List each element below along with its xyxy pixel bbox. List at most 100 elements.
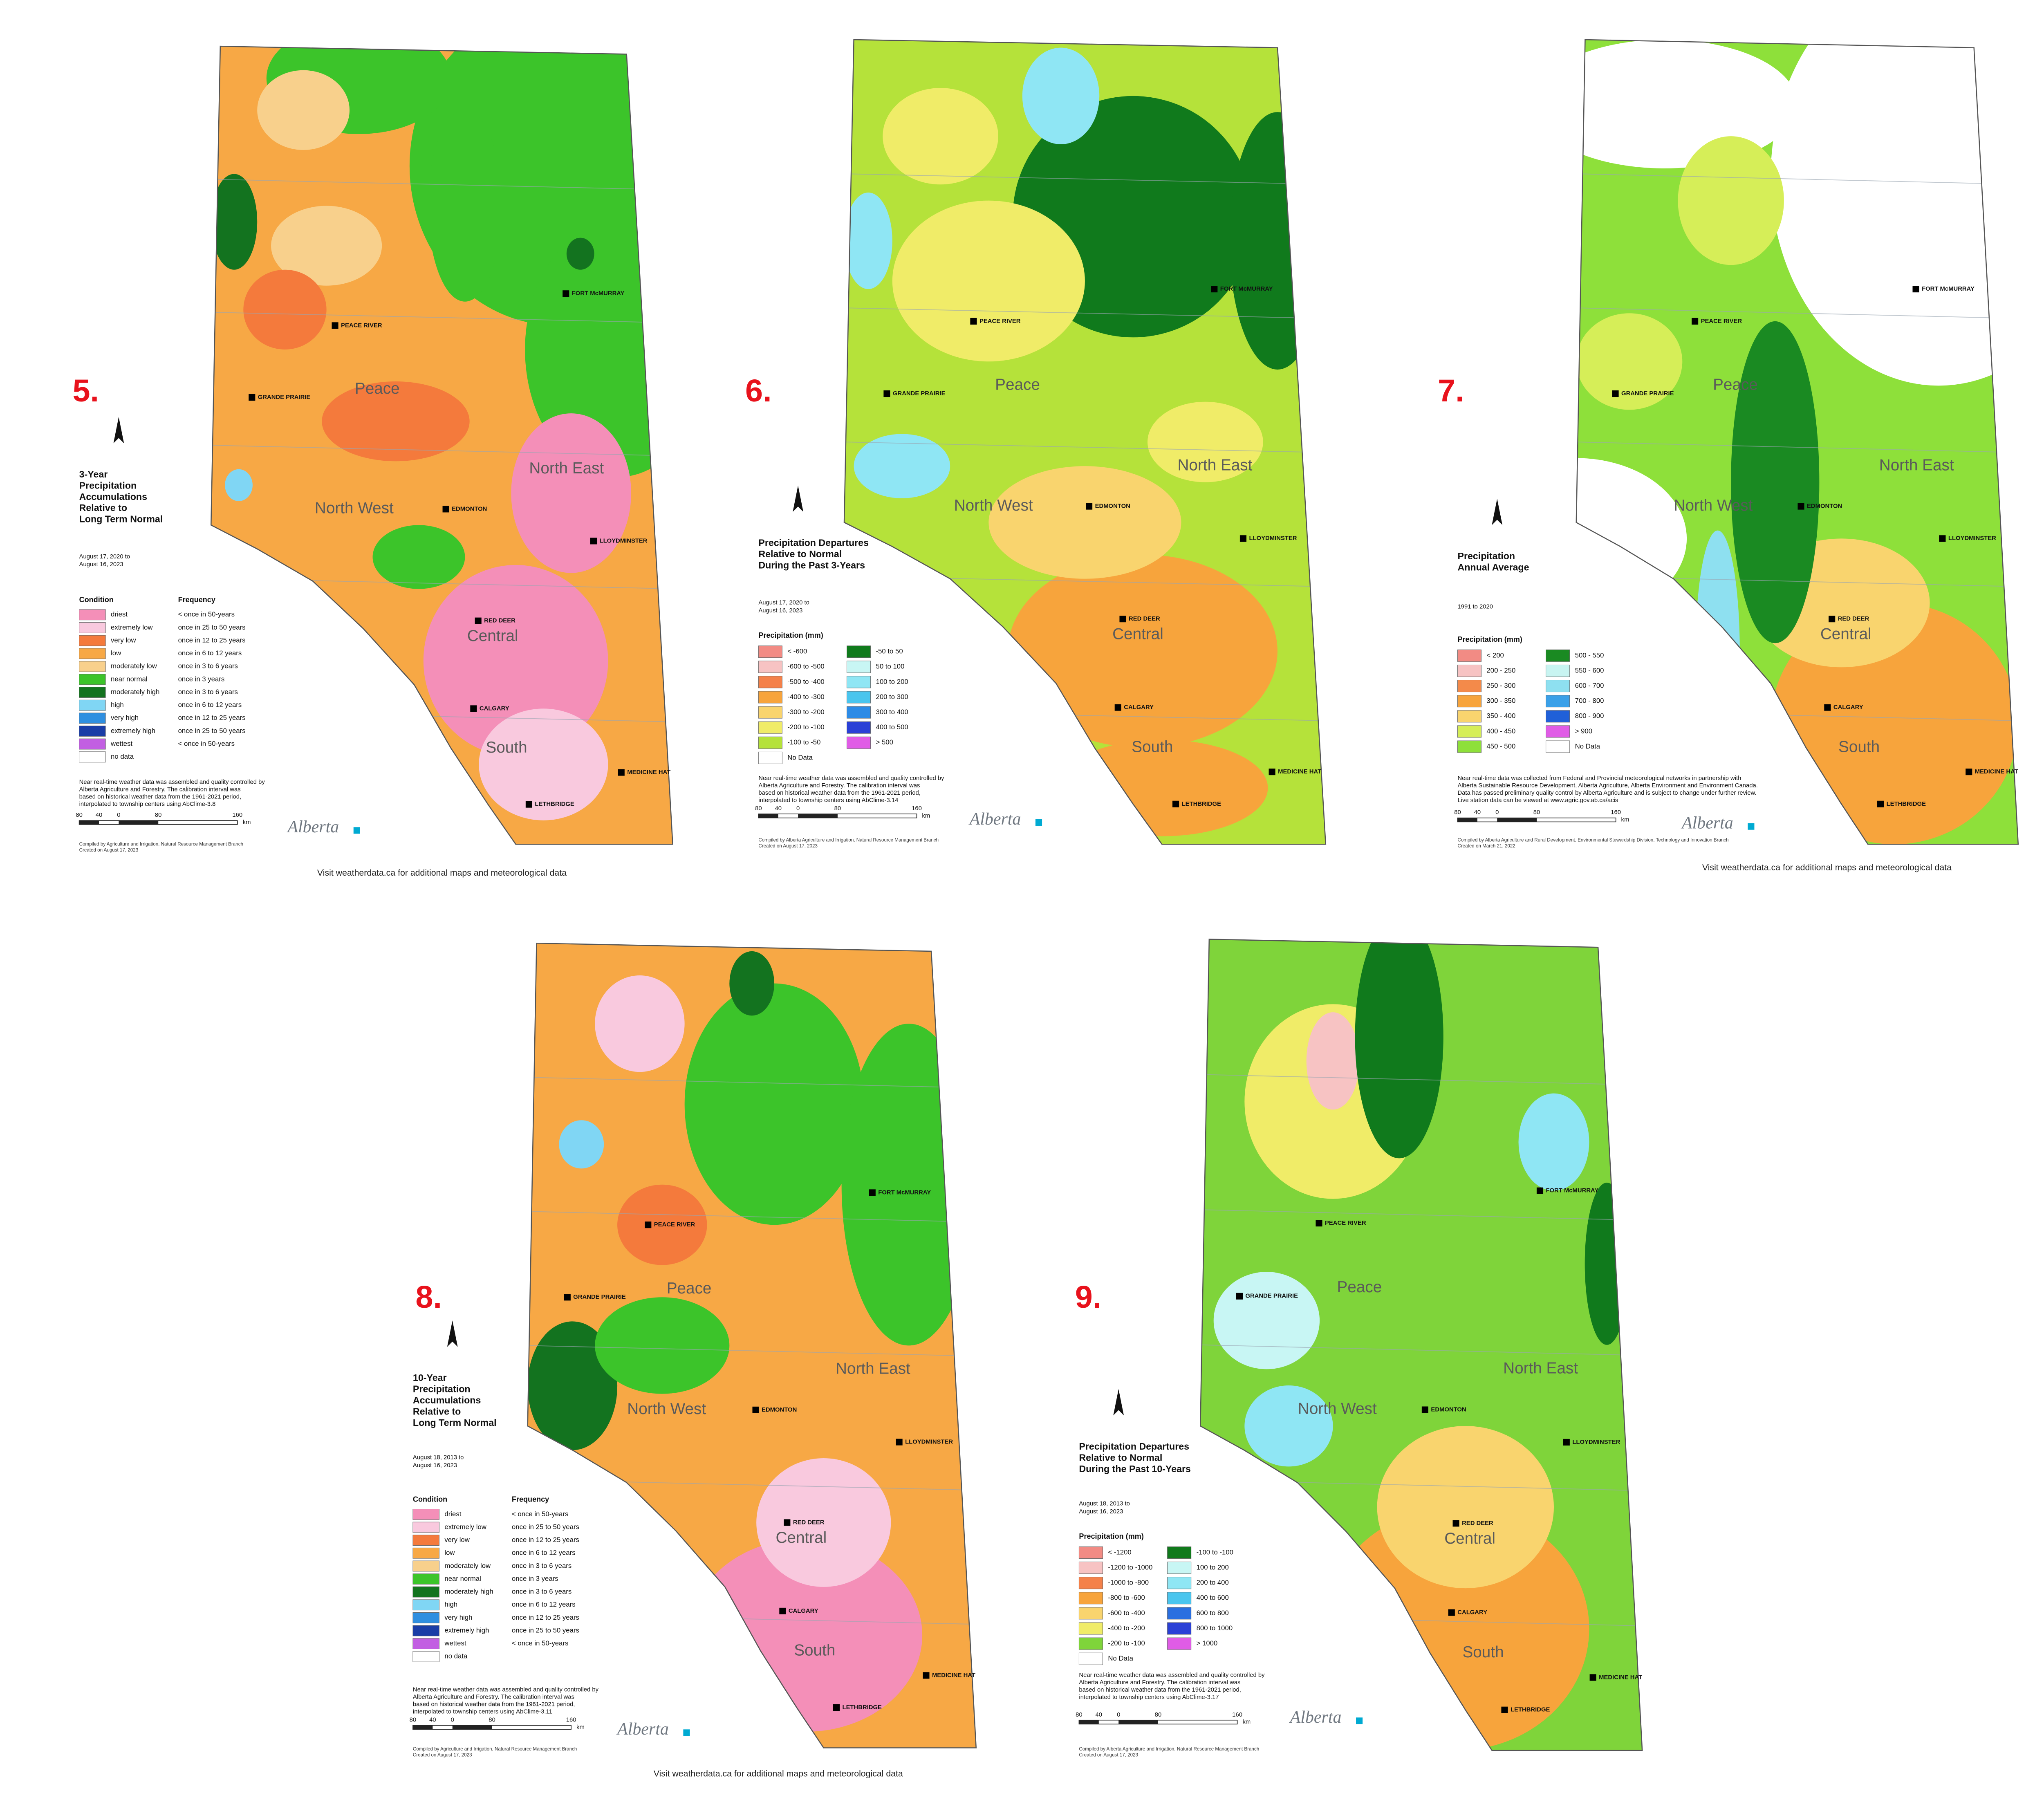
legend-label: 550 - 600 — [1575, 666, 1604, 674]
alberta-logo: Alberta — [968, 810, 1021, 829]
city-marker — [470, 705, 477, 712]
map-title: Precipitation — [1457, 551, 1515, 561]
legend-swatch — [1457, 664, 1482, 677]
city-marker — [590, 538, 597, 545]
region-label: Peace — [667, 1280, 712, 1297]
legend-swatch — [1078, 1592, 1103, 1605]
precip-zone — [1585, 1182, 1629, 1345]
city-label: RED DEER — [1838, 616, 1869, 622]
map-period: August 16, 2023 — [79, 561, 123, 568]
legend-label: 200 to 300 — [876, 693, 908, 701]
legend-label: < -600 — [787, 648, 807, 655]
logo-mark — [683, 1729, 690, 1736]
credit: Compiled by Alberta Agriculture and Irri… — [758, 838, 939, 843]
region-label: North West — [1298, 1400, 1377, 1418]
legend-label: 50 to 100 — [876, 663, 905, 670]
legend-swatch — [79, 738, 106, 750]
legend-label: > 500 — [876, 738, 893, 746]
city-marker — [784, 1519, 791, 1526]
city-marker — [564, 1294, 571, 1301]
data-note: Near real-time weather data was assemble… — [1079, 1672, 1265, 1679]
map-period: August 17, 2020 to — [758, 600, 809, 606]
city-marker — [1612, 390, 1619, 397]
data-note: interpolated to township centers using A… — [1079, 1694, 1219, 1701]
legend-heading: Precipitation (mm) — [1457, 635, 1522, 643]
city-marker — [970, 318, 977, 325]
map-panel: Peace North West North East Central South PEA… — [410, 942, 977, 1779]
precip-zone — [372, 525, 465, 589]
legend-frequency: once in 12 to 25 years — [512, 1614, 579, 1621]
scale-label: 40 — [429, 1717, 436, 1724]
map-title: Relative to Normal — [1079, 1452, 1162, 1463]
city-marker — [1939, 535, 1946, 542]
city-label: RED DEER — [793, 1519, 825, 1526]
map-title: During the Past 10-Years — [1079, 1464, 1191, 1474]
city-marker — [1501, 1706, 1508, 1713]
legend-swatch — [758, 645, 782, 658]
legend-label: -100 to -50 — [787, 738, 820, 746]
legend-label: -1000 to -800 — [1108, 1579, 1149, 1587]
region-label: North East — [1177, 456, 1252, 474]
legend-frequency: < once in 50-years — [178, 610, 235, 618]
data-note: Near real-time weather data was assemble… — [79, 779, 265, 786]
city-marker — [1912, 286, 1919, 293]
precip-zone — [428, 110, 502, 302]
legend-label: 300 to 400 — [876, 708, 908, 716]
legend-swatch — [79, 687, 106, 698]
precip-zone — [1576, 458, 1687, 619]
city-label: LETHBRIDGE — [535, 801, 574, 808]
city-marker — [1119, 616, 1126, 623]
region-label: North East — [836, 1360, 910, 1378]
city-marker — [1536, 1187, 1544, 1194]
legend-swatch — [1167, 1562, 1192, 1574]
legend-frequency: once in 3 years — [178, 675, 225, 683]
legend-swatch — [1546, 680, 1570, 693]
city-marker — [442, 506, 449, 513]
legend-label: -600 to -400 — [1108, 1609, 1145, 1617]
data-note: interpolated to township centers using A… — [413, 1709, 552, 1715]
data-note: Alberta Agriculture and Forestry. The ca… — [413, 1694, 574, 1701]
legend-label: -100 to -100 — [1197, 1548, 1233, 1556]
legend-label: 800 - 900 — [1575, 712, 1604, 720]
legend-swatch — [1078, 1562, 1103, 1574]
precip-zone — [1695, 530, 1740, 772]
logo-mark — [1748, 823, 1755, 830]
city-label: GRANDE PRAIRIE — [258, 394, 311, 401]
legend-swatch — [1546, 664, 1570, 677]
city-label: EDMONTON — [762, 1407, 797, 1413]
region-label: North East — [1503, 1360, 1578, 1377]
map-panel: Peace North West North East Central South PEA… — [1438, 39, 2019, 872]
city-label: EDMONTON — [452, 506, 487, 512]
data-note: based on historical weather data from th… — [1079, 1687, 1241, 1693]
scale-label: 80 — [1533, 809, 1540, 816]
map-panel: Peace North West North East Central South PEA… — [745, 39, 1327, 849]
province-map — [844, 39, 1326, 845]
legend-label: 400 to 500 — [876, 723, 908, 731]
legend-label: 800 to 1000 — [1197, 1624, 1233, 1632]
scale-unit: km — [922, 813, 930, 819]
legend-label: 250 - 300 — [1486, 681, 1515, 689]
scale-label: 160 — [566, 1717, 576, 1724]
legend-label: < -1200 — [1108, 1548, 1131, 1556]
scale-label: 40 — [96, 812, 103, 818]
legend-label: -400 to -300 — [787, 693, 824, 701]
city-label: CALGARY — [789, 1608, 818, 1614]
map-title: During the Past 3-Years — [758, 560, 865, 571]
legend-label: -200 to -100 — [1108, 1639, 1145, 1647]
credit: Compiled by Agriculture and Irrigation, … — [79, 841, 243, 847]
city-label: MEDICINE HAT — [627, 769, 670, 775]
legend-header: Condition — [413, 1495, 447, 1504]
credit: Created on August 17, 2023 — [413, 1752, 472, 1757]
legend-swatch — [412, 1522, 439, 1533]
precip-zone — [271, 206, 382, 286]
legend-swatch — [758, 676, 782, 688]
legend-swatch — [758, 661, 782, 673]
province-map — [527, 943, 976, 1748]
data-note: Live station data can be viewed at www.a… — [1457, 797, 1618, 804]
legend-header: Condition — [79, 596, 114, 604]
city-label: FORT McMURRAY — [1546, 1188, 1598, 1194]
legend-label: near normal — [111, 675, 147, 683]
panel-number: 7. — [1438, 373, 1464, 408]
region-label: North West — [954, 497, 1033, 514]
legend-swatch — [79, 726, 106, 737]
